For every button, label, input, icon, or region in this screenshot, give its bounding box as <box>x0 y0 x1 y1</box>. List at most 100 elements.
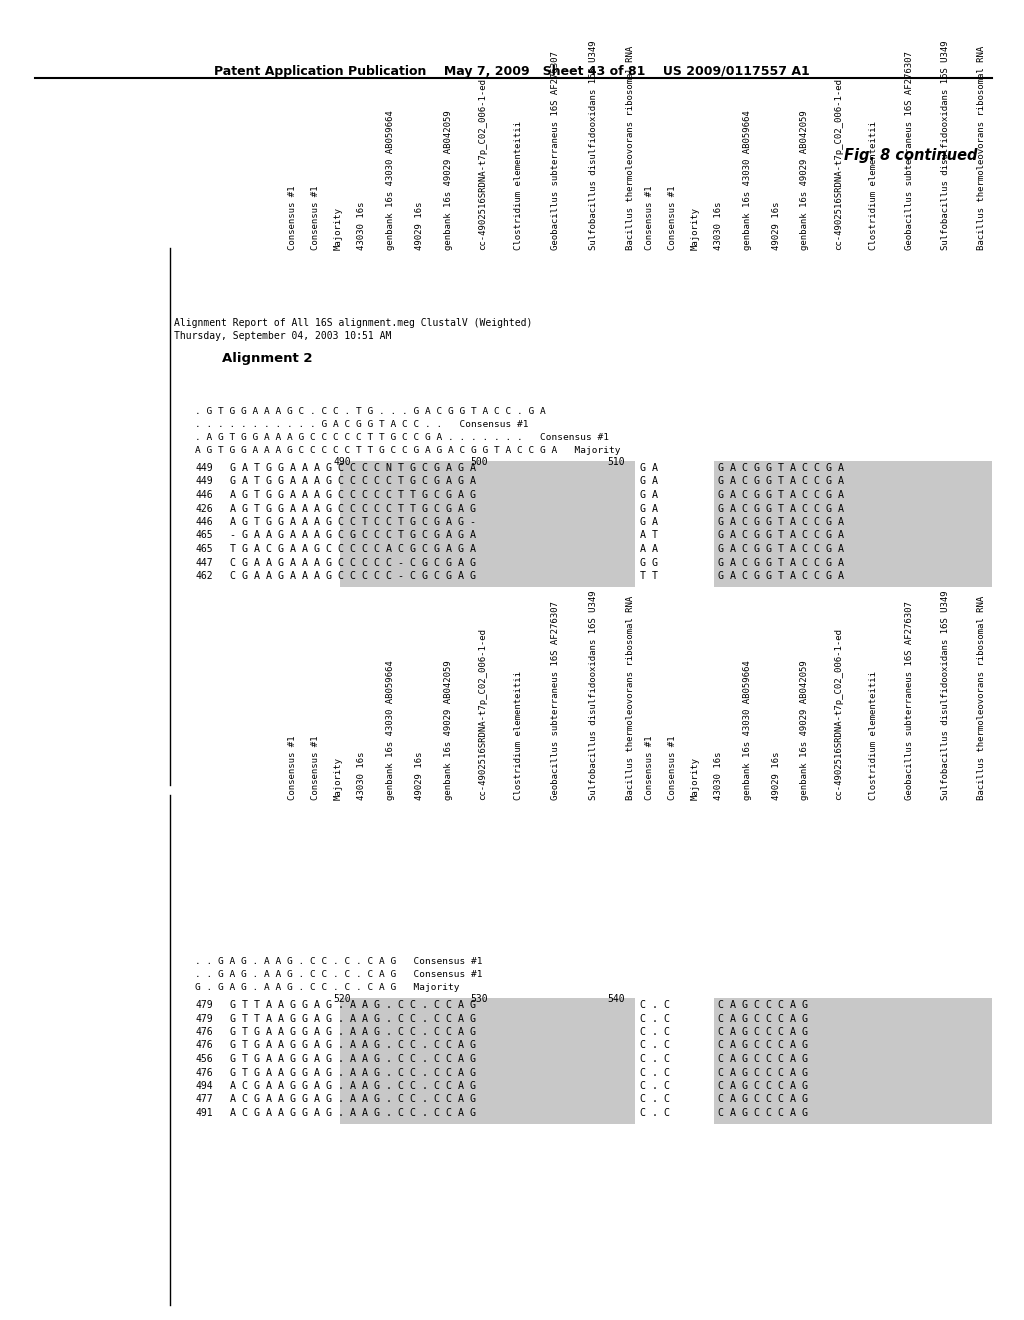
Text: 477: 477 <box>195 1094 213 1105</box>
Text: G A: G A <box>640 503 658 513</box>
Text: G A C G G T A C C G A: G A C G G T A C C G A <box>718 531 844 540</box>
Text: C A G C C C A G: C A G C C C A G <box>718 1068 808 1077</box>
Text: cc-4902516SRDNA-t7p_C02_006-1-ed: cc-4902516SRDNA-t7p_C02_006-1-ed <box>834 628 843 800</box>
Text: Consensus #1: Consensus #1 <box>645 186 654 249</box>
Text: Geobacillus subterraneus 16S AF276307: Geobacillus subterraneus 16S AF276307 <box>551 601 560 800</box>
Text: Majority: Majority <box>334 207 343 249</box>
Text: 447: 447 <box>195 557 213 568</box>
Text: Consensus #1: Consensus #1 <box>645 735 654 800</box>
Text: C . C: C . C <box>640 1094 670 1105</box>
Text: A T: A T <box>640 531 658 540</box>
Bar <box>714 461 992 586</box>
Text: Sulfobacillus disulfidooxidans 16S U349: Sulfobacillus disulfidooxidans 16S U349 <box>589 41 598 249</box>
Text: 43030 16s: 43030 16s <box>357 202 366 249</box>
Text: G A: G A <box>640 477 658 487</box>
Text: 479: 479 <box>195 1014 213 1023</box>
Text: genbank 16s 49029 AB042059: genbank 16s 49029 AB042059 <box>444 660 453 800</box>
Text: cc-4902516SRDNA-t7p_C02_006-1-ed: cc-4902516SRDNA-t7p_C02_006-1-ed <box>478 78 487 249</box>
Text: G G: G G <box>640 557 658 568</box>
Text: G A C G G T A C C G A: G A C G G T A C C G A <box>718 517 844 527</box>
Text: C . C: C . C <box>640 1014 670 1023</box>
Text: G A: G A <box>640 463 658 473</box>
Text: G A: G A <box>640 490 658 500</box>
Text: G A C G G T A C C G A: G A C G G T A C C G A <box>718 544 844 554</box>
Text: cc-4902516SRDNA-t7p_C02_006-1-ed: cc-4902516SRDNA-t7p_C02_006-1-ed <box>834 78 843 249</box>
Text: 530: 530 <box>470 994 487 1005</box>
Text: genbank 16s 43030 AB059664: genbank 16s 43030 AB059664 <box>386 660 395 800</box>
Text: 479: 479 <box>195 1001 213 1010</box>
Text: C A G C C C A G: C A G C C C A G <box>718 1040 808 1051</box>
Text: C . C: C . C <box>640 1053 670 1064</box>
Text: Clostridium elementeitii: Clostridium elementeitii <box>514 121 523 249</box>
Text: A G T G G A A A G C C C C C T T G C C G A G A C G G T A C C G A   Majority: A G T G G A A A G C C C C C T T G C C G … <box>195 446 621 455</box>
Text: 456: 456 <box>195 1053 213 1064</box>
Text: 49029 16s: 49029 16s <box>415 751 424 800</box>
Text: Bacillus thermoleovorans ribosomal RNA: Bacillus thermoleovorans ribosomal RNA <box>977 46 986 249</box>
Text: G A C G G T A C C G A: G A C G G T A C C G A <box>718 557 844 568</box>
Text: Majority: Majority <box>334 756 343 800</box>
Text: . . G A G . A A G . C C . C . C A G   Consensus #1: . . G A G . A A G . C C . C . C A G Cons… <box>195 970 482 979</box>
Text: Consensus #1: Consensus #1 <box>311 186 319 249</box>
Text: genbank 16s 43030 AB059664: genbank 16s 43030 AB059664 <box>386 111 395 249</box>
Text: 426: 426 <box>195 503 213 513</box>
Text: Geobacillus subterraneus 16S AF276307: Geobacillus subterraneus 16S AF276307 <box>905 601 914 800</box>
Text: Alignment Report of All 16S alignment.meg ClustalV (Weighted): Alignment Report of All 16S alignment.me… <box>174 318 532 327</box>
Text: Clostridium elementeitii: Clostridium elementeitii <box>869 671 878 800</box>
Text: C A G C C C A G: C A G C C C A G <box>718 1053 808 1064</box>
Text: Consensus #1: Consensus #1 <box>311 735 319 800</box>
Text: C A G C C C A G: C A G C C C A G <box>718 1081 808 1092</box>
Text: 43030 16s: 43030 16s <box>714 202 723 249</box>
Text: G A C G G T A C C G A: G A C G G T A C C G A <box>718 490 844 500</box>
Text: C G A A G A A A G C C C C C - C G C G A G: C G A A G A A A G C C C C C - C G C G A … <box>230 572 476 581</box>
Text: Clostridium elementeitii: Clostridium elementeitii <box>869 121 878 249</box>
Text: Sulfobacillus disulfidooxidans 16S U349: Sulfobacillus disulfidooxidans 16S U349 <box>941 590 950 800</box>
Text: 540: 540 <box>607 994 625 1005</box>
Text: Bacillus thermoleovorans ribosomal RNA: Bacillus thermoleovorans ribosomal RNA <box>626 46 635 249</box>
Text: A C G A A G G A G . A A G . C C . C C A G: A C G A A G G A G . A A G . C C . C C A … <box>230 1081 476 1092</box>
Text: 476: 476 <box>195 1068 213 1077</box>
Text: C G A A G A A A G C C C C C - C G C G A G: C G A A G A A A G C C C C C - C G C G A … <box>230 557 476 568</box>
Text: A C G A A G G A G . A A G . C C . C C A G: A C G A A G G A G . A A G . C C . C C A … <box>230 1107 476 1118</box>
Text: Consensus #1: Consensus #1 <box>668 186 677 249</box>
Text: genbank 16s 43030 AB059664: genbank 16s 43030 AB059664 <box>743 111 752 249</box>
Text: 490: 490 <box>333 457 350 467</box>
Text: Fig. 8 continued: Fig. 8 continued <box>845 148 978 162</box>
Text: Thursday, September 04, 2003 10:51 AM: Thursday, September 04, 2003 10:51 AM <box>174 331 391 341</box>
Text: . . G A G . A A G . C C . C . C A G   Consensus #1: . . G A G . A A G . C C . C . C A G Cons… <box>195 957 482 966</box>
Text: G A T G G A A A G C C C C C T G C G A G A: G A T G G A A A G C C C C C T G C G A G … <box>230 477 476 487</box>
Text: G T G A A G G A G . A A G . C C . C C A G: G T G A A G G A G . A A G . C C . C C A … <box>230 1068 476 1077</box>
Text: genbank 16s 49029 AB042059: genbank 16s 49029 AB042059 <box>444 111 453 249</box>
Text: Clostridium elementeitii: Clostridium elementeitii <box>514 671 523 800</box>
Bar <box>340 998 635 1123</box>
Text: A G T G G A A A G C C C C C T T G C G A G: A G T G G A A A G C C C C C T T G C G A … <box>230 503 476 513</box>
Text: G A C G G T A C C G A: G A C G G T A C C G A <box>718 477 844 487</box>
Text: 49029 16s: 49029 16s <box>772 202 781 249</box>
Text: C . C: C . C <box>640 1001 670 1010</box>
Text: cc-4902516SRDNA-t7p_C02_006-1-ed: cc-4902516SRDNA-t7p_C02_006-1-ed <box>478 628 487 800</box>
Text: G T T A A G G A G . A A G . C C . C C A G: G T T A A G G A G . A A G . C C . C C A … <box>230 1001 476 1010</box>
Bar <box>340 461 635 586</box>
Text: 49029 16s: 49029 16s <box>415 202 424 249</box>
Text: 446: 446 <box>195 490 213 500</box>
Text: G . G A G . A A G . C C . C . C A G   Majority: G . G A G . A A G . C C . C . C A G Majo… <box>195 983 460 993</box>
Text: 43030 16s: 43030 16s <box>714 751 723 800</box>
Text: G A T G G A A A G C C C C N T G C G A G A: G A T G G A A A G C C C C N T G C G A G … <box>230 463 476 473</box>
Bar <box>714 998 992 1123</box>
Text: Alignment 2: Alignment 2 <box>222 352 312 366</box>
Text: C A G C C C A G: C A G C C C A G <box>718 1001 808 1010</box>
Text: genbank 16s 43030 AB059664: genbank 16s 43030 AB059664 <box>743 660 752 800</box>
Text: G A: G A <box>640 517 658 527</box>
Text: A A: A A <box>640 544 658 554</box>
Text: Sulfobacillus disulfidooxidans 16S U349: Sulfobacillus disulfidooxidans 16S U349 <box>589 590 598 800</box>
Text: Majority: Majority <box>691 756 700 800</box>
Text: C . C: C . C <box>640 1107 670 1118</box>
Text: Bacillus thermoleovorans ribosomal RNA: Bacillus thermoleovorans ribosomal RNA <box>977 595 986 800</box>
Text: G T G A A G G A G . A A G . C C . C C A G: G T G A A G G A G . A A G . C C . C C A … <box>230 1027 476 1038</box>
Text: . G T G G A A A G C . C C . T G . . . G A C G G T A C C . G A: . G T G G A A A G C . C C . T G . . . G … <box>195 407 546 416</box>
Text: 491: 491 <box>195 1107 213 1118</box>
Text: 465: 465 <box>195 531 213 540</box>
Text: G A C G G T A C C G A: G A C G G T A C C G A <box>718 572 844 581</box>
Text: Majority: Majority <box>691 207 700 249</box>
Text: C . C: C . C <box>640 1068 670 1077</box>
Text: G T G A A G G A G . A A G . C C . C C A G: G T G A A G G A G . A A G . C C . C C A … <box>230 1053 476 1064</box>
